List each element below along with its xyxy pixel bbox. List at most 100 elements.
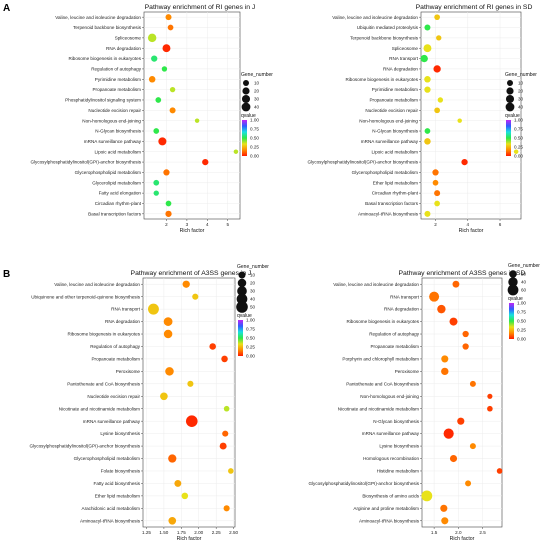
data-point — [187, 380, 194, 387]
data-point — [441, 367, 449, 376]
colorbar-tick-label: 0.25 — [246, 345, 255, 350]
x-tick-label: 3 — [186, 222, 189, 227]
size-legend-label: 40 — [254, 105, 260, 110]
y-tick-label: Peroxisome — [116, 369, 141, 374]
data-point — [192, 293, 199, 300]
y-tick-label: Pantothenate and CoA biosynthesis — [67, 381, 140, 386]
data-point — [424, 24, 431, 31]
size-legend-title: Gene_number — [505, 72, 537, 78]
y-tick-label: Glycerophospholipid metabolism — [75, 170, 142, 175]
y-tick-label: Lysine biosynthesis — [379, 444, 419, 449]
data-point — [487, 393, 493, 399]
x-tick-label: 1.5 — [431, 530, 438, 535]
y-tick-label: Biosynthesis of amino acids — [362, 493, 419, 498]
y-tick-label: Ribosome biogenesis in eukaryotes — [346, 319, 419, 324]
data-point — [155, 97, 162, 103]
data-point — [165, 200, 172, 207]
y-tick-label: mRNA surveillance pathway — [84, 139, 142, 144]
x-tick-label: 2 — [165, 222, 168, 227]
chart-panel-3: Pathway enrichment of A3SS genes in J Val… — [29, 264, 269, 542]
colorbar-tick-label: 0.75 — [517, 310, 526, 315]
data-point — [221, 355, 228, 363]
y-tick-label: Ether lipid metabolism — [373, 180, 418, 185]
y-tick-label: Homologous recombination — [363, 456, 419, 461]
data-point — [449, 454, 458, 463]
x-tick-label: 2.0 — [455, 530, 462, 535]
y-tick-label: Nicotinate and nicotinamide metabolism — [59, 406, 140, 411]
data-point — [433, 65, 441, 73]
colorbar-tick-label: 1.00 — [250, 118, 259, 123]
y-tick-label: Basal transcription factors — [365, 201, 419, 206]
data-point — [434, 107, 440, 114]
data-point — [513, 149, 519, 154]
data-point — [469, 443, 476, 450]
size-legend-label: 30 — [254, 97, 260, 102]
data-point — [160, 392, 168, 401]
data-point — [223, 405, 230, 412]
data-point — [162, 44, 171, 53]
size-legend-dot — [507, 284, 519, 296]
x-tick-label: 2.00 — [194, 530, 203, 535]
data-point — [182, 280, 190, 288]
data-point — [153, 190, 159, 196]
y-tick-label: Peroxisome — [395, 369, 420, 374]
size-legend-dot — [509, 270, 517, 278]
data-point — [424, 128, 431, 134]
size-legend-label: 30 — [518, 97, 524, 102]
x-tick-label: 5 — [226, 222, 229, 227]
y-tick-label: Arachidonic acid metabolism — [82, 506, 141, 511]
y-tick-label: Circadian rhythm-plant — [372, 191, 419, 196]
size-legend-dot — [237, 286, 247, 296]
y-tick-label: Lysine biosynthesis — [100, 431, 140, 436]
y-tick-label: N-Glycan biosynthesis — [373, 419, 419, 424]
section-label-a: A — [3, 3, 10, 14]
size-legend-dot — [505, 102, 515, 112]
size-legend-label: 50 — [250, 305, 256, 310]
y-tick-label: Ether lipid metabolism — [95, 493, 140, 498]
size-legend-dot — [238, 271, 246, 279]
chart-title: Pathway enrichment of A3SS genes in J — [131, 270, 252, 277]
data-point — [228, 468, 234, 474]
y-tick-label: Glycerophospholipid metabolism — [74, 456, 141, 461]
data-point — [169, 107, 176, 114]
data-point — [421, 490, 433, 502]
y-tick-label: RNA degradation — [384, 307, 419, 312]
data-point — [153, 179, 160, 186]
chart-panel-2: Pathway enrichment of RI genes in SD Vali… — [307, 4, 537, 234]
x-axis-label: Rich factor — [177, 536, 202, 542]
y-tick-label: N-Glycan biosynthesis — [372, 129, 418, 134]
size-legend-dot — [236, 301, 248, 313]
data-point — [165, 367, 174, 376]
y-tick-label: Ribosome biogenesis in eukaryotes — [68, 56, 141, 61]
y-tick-label: Spliceosome — [115, 35, 142, 40]
y-tick-label: Ribosome biogenesis in eukaryotes — [345, 77, 418, 82]
data-point — [161, 66, 168, 72]
color-legend-title: qvalue — [241, 113, 256, 119]
size-legend-dot — [505, 94, 515, 104]
y-tick-label: N-Glycan biosynthesis — [95, 129, 141, 134]
size-legend-label: 40 — [521, 280, 527, 285]
data-point — [437, 97, 444, 103]
data-point — [487, 405, 493, 412]
size-legend-dot — [241, 94, 251, 104]
data-point — [457, 118, 462, 123]
colorbar-tick-label: 0.50 — [517, 319, 526, 324]
colorbar — [238, 320, 243, 356]
data-point — [169, 86, 176, 93]
data-point — [163, 169, 170, 176]
size-legend-label: 30 — [250, 289, 256, 294]
data-point — [423, 44, 432, 53]
y-tick-label: Basal transcription factors — [88, 211, 142, 216]
y-tick-label: Pantothenate and CoA biosynthesis — [346, 381, 419, 386]
colorbar-tick-label: 1.00 — [514, 118, 523, 123]
y-tick-label: Folate biosynthesis — [101, 469, 141, 474]
y-tick-label: Valine, leucine and isoleucine degradati… — [332, 15, 418, 20]
y-tick-label: Phosphatidylinositol signaling system — [65, 98, 141, 103]
y-tick-label: Terpenoid backbone biosynthesis — [350, 35, 419, 40]
plot-frame — [143, 11, 241, 220]
size-legend-label: 40 — [518, 105, 524, 110]
data-point — [462, 343, 469, 350]
colorbar-tick-label: 0.00 — [246, 354, 255, 359]
size-legend-label: 60 — [521, 288, 527, 293]
size-legend-label: 10 — [250, 273, 256, 278]
